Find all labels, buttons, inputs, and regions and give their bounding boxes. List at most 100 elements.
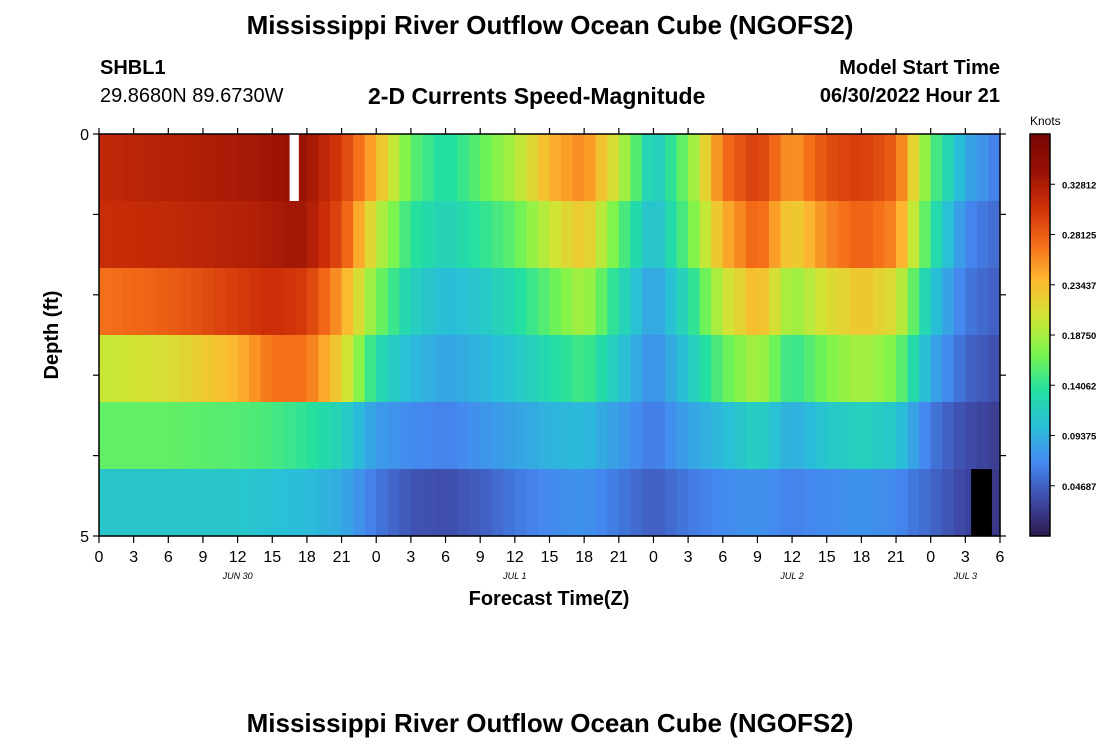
heatmap-cell bbox=[792, 268, 805, 336]
heatmap-cell bbox=[272, 268, 285, 336]
x-tick-label: 9 bbox=[476, 549, 485, 566]
heatmap-cell bbox=[768, 201, 782, 269]
heatmap-cell bbox=[630, 134, 643, 202]
heatmap-cell bbox=[480, 134, 493, 202]
heatmap-cell bbox=[665, 201, 678, 269]
heatmap-cell bbox=[330, 201, 343, 269]
heatmap-cell bbox=[711, 335, 724, 403]
heatmap-cell bbox=[641, 134, 655, 202]
heatmap-cell bbox=[387, 134, 400, 202]
heatmap-cell bbox=[745, 134, 759, 202]
y-tick-label: 0 bbox=[80, 127, 89, 144]
heatmap-cell bbox=[145, 335, 158, 403]
heatmap-cell bbox=[965, 335, 978, 403]
heatmap-cell bbox=[422, 268, 435, 336]
heatmap-cell bbox=[526, 469, 539, 537]
heatmap-cell bbox=[433, 402, 447, 470]
heatmap-cell bbox=[179, 201, 193, 269]
heatmap-cell bbox=[480, 402, 493, 470]
heatmap-cell bbox=[665, 469, 678, 537]
heatmap-cell bbox=[318, 335, 331, 403]
heatmap-cell bbox=[595, 134, 608, 202]
heatmap-cell bbox=[526, 402, 539, 470]
heatmap-cell bbox=[780, 402, 793, 470]
heatmap-cell bbox=[757, 335, 770, 403]
heatmap-cell bbox=[549, 335, 562, 403]
heatmap-cell bbox=[711, 402, 724, 470]
heatmap-cell bbox=[468, 335, 481, 403]
heatmap-cell bbox=[849, 268, 862, 336]
heatmap-cell bbox=[630, 268, 643, 336]
heatmap-cell bbox=[988, 134, 1001, 202]
heatmap-cell bbox=[768, 134, 782, 202]
x-tick-label: 18 bbox=[298, 549, 316, 566]
heatmap-cell bbox=[988, 335, 1001, 403]
heatmap-cell bbox=[237, 201, 250, 269]
heatmap-cell bbox=[988, 268, 1001, 336]
heatmap-cell bbox=[953, 268, 966, 336]
heatmap-cell bbox=[537, 201, 551, 269]
heatmap-cell bbox=[815, 268, 828, 336]
heatmap-cell bbox=[457, 335, 470, 403]
heatmap-cell bbox=[826, 201, 839, 269]
heatmap-cell bbox=[156, 335, 169, 403]
x-tick-label: 3 bbox=[684, 549, 693, 566]
heatmap-cell bbox=[260, 469, 273, 537]
heatmap-cell bbox=[99, 469, 112, 537]
date-label: JUN 30 bbox=[222, 571, 253, 581]
heatmap-cell bbox=[306, 335, 320, 403]
heatmap-cell bbox=[156, 201, 169, 269]
heatmap-cell bbox=[745, 402, 759, 470]
heatmap-cell bbox=[792, 201, 805, 269]
heatmap-cell bbox=[965, 402, 978, 470]
heatmap-cell bbox=[711, 201, 724, 269]
heatmap-cell bbox=[422, 201, 435, 269]
station-coordinates: 29.8680N 89.6730W bbox=[100, 85, 284, 107]
heatmap-cell bbox=[353, 268, 366, 336]
heatmap-cell bbox=[826, 268, 839, 336]
heatmap-cell bbox=[491, 335, 504, 403]
x-axis: 0 3 6 9 12 15 18 21 0 3 6 9 12 15 18 21 0 3 6 9 12 15 18 21 0 3 6 J… bbox=[95, 128, 1005, 581]
heatmap-cell bbox=[410, 402, 424, 470]
heatmap-cell bbox=[595, 335, 608, 403]
page-title: Mississippi River Outflow Ocean Cube (NG… bbox=[246, 10, 854, 40]
x-tick-label: 21 bbox=[610, 549, 628, 566]
footer-title: Mississippi River Outflow Ocean Cube (NG… bbox=[246, 708, 854, 738]
heatmap-cell bbox=[561, 268, 574, 336]
heatmap-cell bbox=[676, 201, 689, 269]
colorbar-tick-label: 0.04687 bbox=[1062, 482, 1096, 493]
heatmap-cell bbox=[641, 201, 655, 269]
heatmap-cell bbox=[907, 134, 920, 202]
heatmap-cell bbox=[318, 469, 331, 537]
heatmap-cell bbox=[260, 335, 273, 403]
x-tick-label: 21 bbox=[333, 549, 351, 566]
heatmap-cell bbox=[572, 469, 585, 537]
heatmap-cell bbox=[364, 201, 377, 269]
heatmap-cell bbox=[815, 335, 828, 403]
y-axis: 05 bbox=[80, 127, 1006, 546]
heatmap-cell bbox=[537, 134, 551, 202]
heatmap-cell bbox=[99, 335, 112, 403]
heatmap-cell bbox=[699, 134, 712, 202]
heatmap-cell bbox=[514, 268, 527, 336]
heatmap-cell bbox=[226, 268, 239, 336]
heatmap-cell bbox=[399, 402, 412, 470]
heatmap-cell bbox=[965, 201, 978, 269]
colorbar-tick-label: 0.18750 bbox=[1062, 331, 1096, 342]
heatmap-cell bbox=[849, 201, 862, 269]
y-axis-label: Depth (ft) bbox=[41, 291, 63, 380]
heatmap-cell bbox=[572, 201, 585, 269]
heatmap-cell bbox=[353, 335, 366, 403]
heatmap-cell bbox=[526, 335, 539, 403]
heatmap-cell bbox=[757, 268, 770, 336]
heatmap-cell bbox=[526, 201, 539, 269]
heatmap-cell bbox=[919, 402, 932, 470]
heatmap-cell bbox=[214, 335, 227, 403]
heatmap-cell bbox=[988, 402, 1001, 470]
heatmap-cell bbox=[699, 335, 712, 403]
x-tick-label: 15 bbox=[541, 549, 559, 566]
heatmap-cell bbox=[283, 335, 296, 403]
x-tick-label: 15 bbox=[263, 549, 281, 566]
x-tick-label: 6 bbox=[718, 549, 727, 566]
heatmap-cell bbox=[896, 402, 909, 470]
